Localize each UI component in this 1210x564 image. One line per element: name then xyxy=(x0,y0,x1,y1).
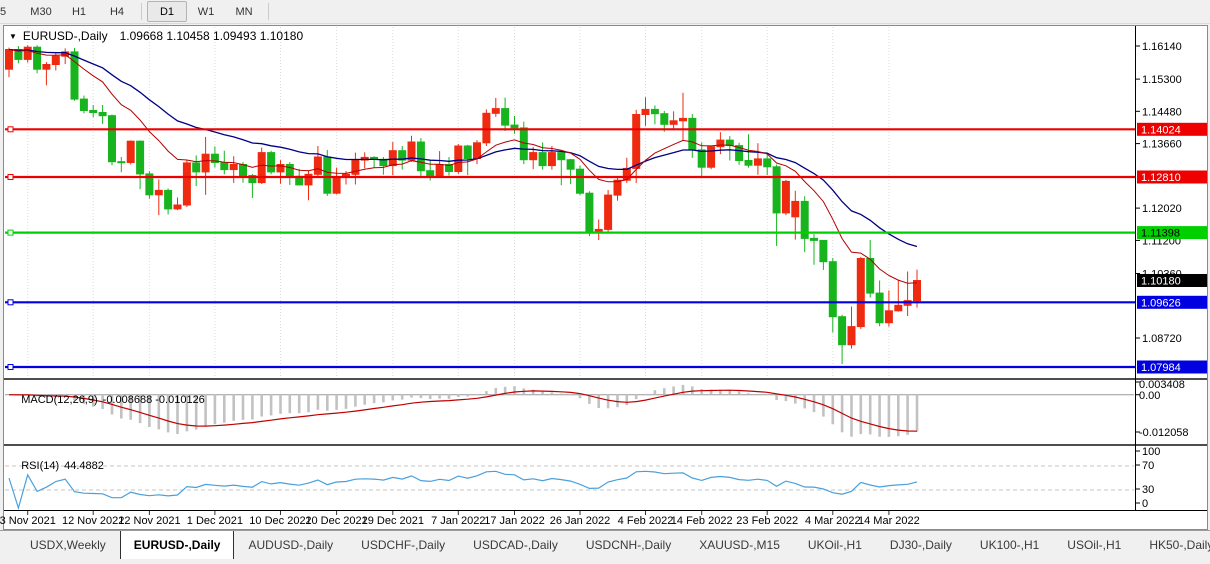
timeframe-button-m30[interactable]: M30 xyxy=(30,5,52,18)
timeframe-button-w1[interactable]: W1 xyxy=(197,5,215,18)
rsi-axis: 100 70 30 0 xyxy=(1135,446,1160,510)
tab-eurusd-daily[interactable]: EURUSD-,Daily xyxy=(119,531,235,559)
tab-usdchf-daily[interactable]: USDCHF-,Daily xyxy=(361,538,446,552)
svg-text:4 Feb 2022: 4 Feb 2022 xyxy=(618,515,674,527)
ma-fast-line xyxy=(8,49,918,284)
price-label-1.12810: 1.12810 xyxy=(1137,170,1207,184)
svg-text:0: 0 xyxy=(1142,498,1148,510)
macd-histogram xyxy=(17,384,919,437)
svg-text:1.13660: 1.13660 xyxy=(1142,139,1182,151)
symbol-dropdown-icon[interactable]: ▼ xyxy=(9,31,17,41)
svg-text:1.16140: 1.16140 xyxy=(1142,41,1182,53)
svg-text:1 Dec 2021: 1 Dec 2021 xyxy=(187,515,243,527)
timeframe-button-5[interactable]: 5 xyxy=(0,5,7,18)
toolbar-separator xyxy=(268,3,269,20)
price-label-1.09626: 1.09626 xyxy=(1137,295,1207,309)
chart-window-frame xyxy=(3,25,1208,530)
toolbar-separator xyxy=(141,3,142,20)
timeframe-toolbar: 5 M30 H1 H4 D1 W1 MN xyxy=(0,0,1210,24)
panel-separators xyxy=(3,378,1208,511)
tab-dj30-daily[interactable]: DJ30-,Daily xyxy=(889,538,952,552)
svg-text:14 Feb 2022: 14 Feb 2022 xyxy=(671,515,733,527)
svg-text:70: 70 xyxy=(1142,460,1154,472)
rsi-level-lines xyxy=(5,465,1134,491)
svg-text:14 Mar 2022: 14 Mar 2022 xyxy=(858,515,920,527)
svg-text:1.08720: 1.08720 xyxy=(1142,333,1182,345)
timeframe-button-h1[interactable]: H1 xyxy=(71,5,87,18)
macd-name: MACD(12,26,9) xyxy=(21,394,98,406)
svg-text:1.12020: 1.12020 xyxy=(1142,203,1182,215)
svg-text:100: 100 xyxy=(1142,446,1160,458)
price-label-1.07984: 1.07984 xyxy=(1137,360,1207,374)
chart-symbol-label: EURUSD-,Daily xyxy=(22,29,108,43)
tab-hk50-daily[interactable]: HK50-,Daily xyxy=(1149,538,1210,552)
svg-text:23 Feb 2022: 23 Feb 2022 xyxy=(736,515,798,527)
tab-usdx-weekly[interactable]: USDX,Weekly xyxy=(30,538,106,552)
svg-text:26 Jan 2022: 26 Jan 2022 xyxy=(550,515,611,527)
tab-uk100-h1[interactable]: UK100-,H1 xyxy=(979,538,1040,552)
macd-signal-line xyxy=(8,389,918,432)
tab-xauusd-m15[interactable]: XAUUSD-,M15 xyxy=(699,538,780,552)
svg-text:22 Nov 2021: 22 Nov 2021 xyxy=(118,515,180,527)
svg-text:17 Jan 2022: 17 Jan 2022 xyxy=(484,515,545,527)
svg-text:1.15300: 1.15300 xyxy=(1142,74,1182,86)
svg-text:1.12810: 1.12810 xyxy=(1141,172,1181,184)
svg-text:1.14480: 1.14480 xyxy=(1142,106,1182,118)
svg-text:0.00: 0.00 xyxy=(1139,390,1160,402)
svg-text:12 Nov 2021: 12 Nov 2021 xyxy=(62,515,124,527)
candlesticks xyxy=(5,45,921,364)
rsi-line xyxy=(8,470,918,511)
timeframe-button-d1[interactable]: D1 xyxy=(147,1,187,22)
chart-ohlc-values: 1.09668 1.10458 1.09493 1.10180 xyxy=(119,29,304,43)
svg-text:10 Dec 2021: 10 Dec 2021 xyxy=(249,515,311,527)
svg-text:1.09626: 1.09626 xyxy=(1141,297,1181,309)
chart-tabbar: USDX,Weekly EURUSD-,Daily AUDUSD-,Daily USD… xyxy=(0,530,1210,559)
rsi-indicator-label: RSI(14) 44.4882 xyxy=(9,448,109,484)
price-axis: 1.161401.153001.144801.136601.120201.112… xyxy=(1135,41,1182,345)
svg-text:4 Mar 2022: 4 Mar 2022 xyxy=(805,515,861,527)
chart-title: ▼ EURUSD-,Daily 1.09668 1.10458 1.09493 … xyxy=(9,29,303,43)
svg-text:30: 30 xyxy=(1142,484,1154,496)
svg-text:29 Dec 2021: 29 Dec 2021 xyxy=(362,515,424,527)
horizontal-level-lines xyxy=(5,126,1135,370)
price-label-1.14024: 1.14024 xyxy=(1137,122,1207,136)
svg-text:-0.012058: -0.012058 xyxy=(1139,427,1189,439)
current-price-label: 1.10180 xyxy=(1137,274,1207,288)
timeframe-button-mn[interactable]: MN xyxy=(235,5,253,18)
rsi-name: RSI(14) xyxy=(21,460,60,472)
rsi-value: 44.4882 xyxy=(64,460,104,472)
price-label-1.11398: 1.11398 xyxy=(1137,226,1207,240)
svg-text:7 Jan 2022: 7 Jan 2022 xyxy=(431,515,485,527)
svg-text:1.07984: 1.07984 xyxy=(1141,362,1181,374)
svg-text:1.10180: 1.10180 xyxy=(1141,276,1181,288)
svg-text:1.14024: 1.14024 xyxy=(1141,124,1181,136)
macd-indicator-label: MACD(12,26,9) -0.008688 -0.010126 xyxy=(9,382,210,418)
timeframe-button-h4[interactable]: H4 xyxy=(109,5,125,18)
tab-usdcad-daily[interactable]: USDCAD-,Daily xyxy=(473,538,558,552)
svg-text:1.11398: 1.11398 xyxy=(1141,228,1180,240)
tab-audusd-daily[interactable]: AUDUSD-,Daily xyxy=(248,538,334,552)
svg-text:3 Nov 2021: 3 Nov 2021 xyxy=(0,515,56,527)
svg-text:0.003408: 0.003408 xyxy=(1139,379,1185,391)
tab-ukoil-h1[interactable]: UKOil-,H1 xyxy=(807,538,862,552)
tab-usdcnh-daily[interactable]: USDCNH-,Daily xyxy=(585,538,672,552)
chart-background xyxy=(3,25,1208,530)
tab-usoil-h1[interactable]: USOil-,H1 xyxy=(1067,538,1122,552)
svg-text:20 Dec 2021: 20 Dec 2021 xyxy=(305,515,367,527)
macd-values: -0.008688 -0.010126 xyxy=(102,394,205,406)
